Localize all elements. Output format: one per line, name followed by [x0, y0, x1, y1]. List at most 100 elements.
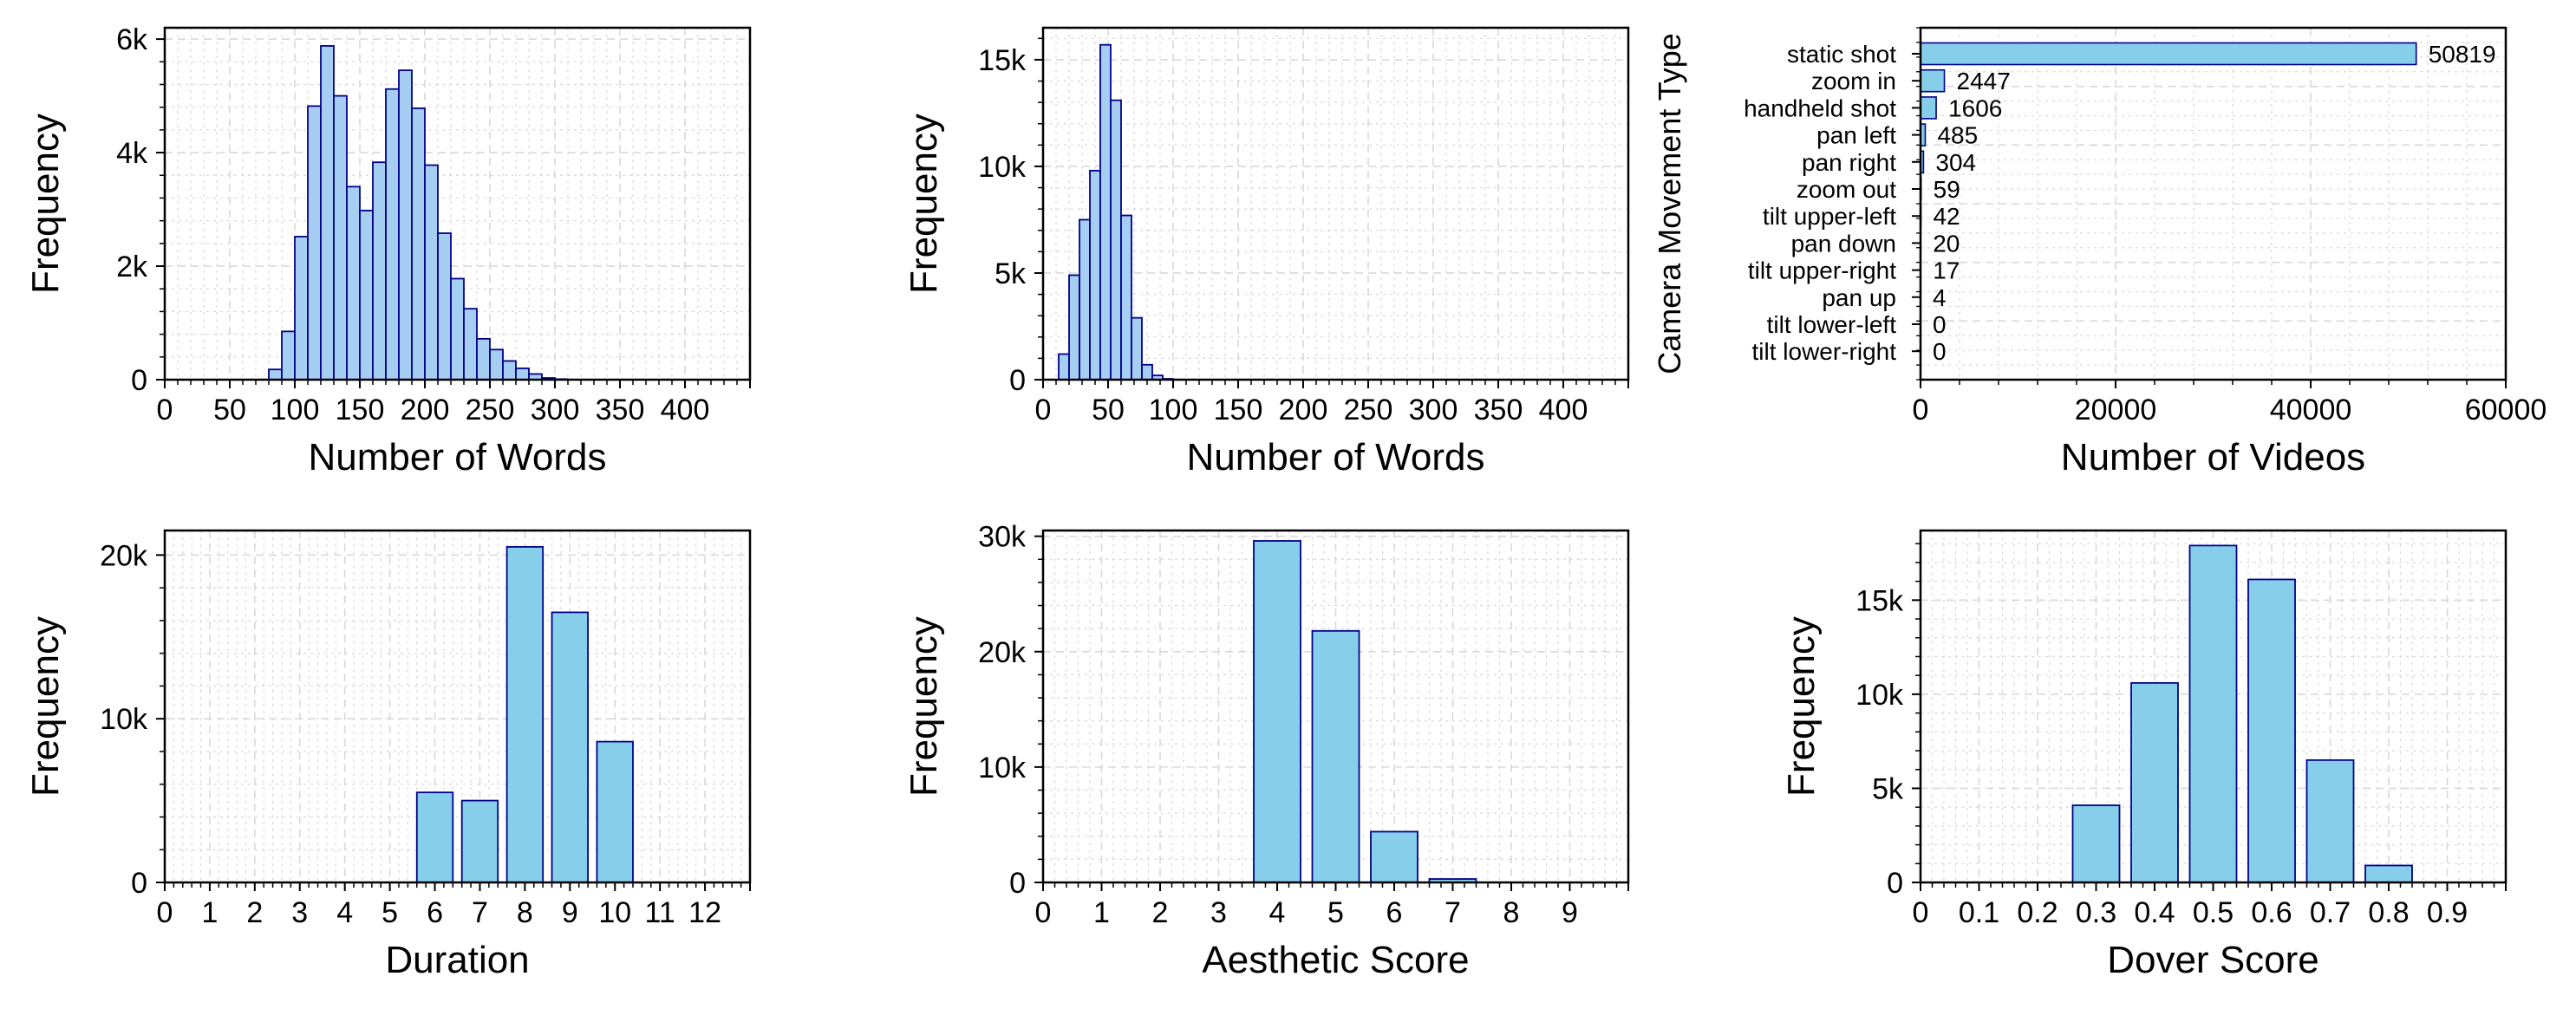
y-tick-label: pan left — [1816, 122, 1896, 149]
bar-value-label: 4 — [1933, 284, 1947, 311]
bar-value-label: 42 — [1933, 203, 1960, 230]
y-tick-label: 15k — [1855, 584, 1904, 617]
x-tick-label: 9 — [1562, 896, 1578, 929]
histogram-bar — [490, 349, 503, 380]
histogram-bar — [282, 331, 295, 380]
y-tick-label: 10k — [978, 752, 1027, 784]
y-tick-label: 10k — [1855, 679, 1904, 712]
x-tick-label: 0.3 — [2076, 896, 2116, 929]
x-tick-label: 7 — [472, 896, 488, 929]
x-tick-label: 300 — [531, 394, 580, 426]
y-axis-label: Frequency — [24, 114, 67, 294]
histogram-bar — [1100, 45, 1111, 380]
bar — [2307, 760, 2354, 882]
bar — [2248, 579, 2295, 882]
x-tick-label: 2 — [246, 896, 263, 929]
y-tick-label: handheld shot — [1744, 94, 1896, 121]
y-tick-label: 15k — [978, 44, 1027, 77]
histogram-bar — [269, 369, 282, 380]
bar-value-label: 485 — [1937, 122, 1978, 149]
x-tick-label: 7 — [1445, 896, 1461, 929]
x-tick-label: 3 — [1210, 896, 1227, 929]
histogram-bar — [386, 89, 399, 380]
x-tick-label: 8 — [1503, 896, 1520, 929]
x-tick-label: 11 — [645, 896, 675, 929]
x-tick-label: 10 — [598, 896, 631, 929]
histogram-bar — [321, 46, 334, 380]
histogram-bar — [1142, 365, 1152, 380]
x-axis-label: Number of Videos — [2061, 436, 2365, 478]
bar-value-label: 17 — [1933, 257, 1960, 284]
histogram-bar — [1059, 354, 1069, 380]
bar-value-label: 0 — [1933, 338, 1947, 365]
x-tick-label: 2 — [1152, 896, 1169, 929]
bar-value-label: 1606 — [1948, 94, 2002, 121]
x-tick-label: 0.8 — [2368, 896, 2409, 929]
x-tick-label: 8 — [517, 896, 533, 929]
x-tick-label: 60000 — [2465, 394, 2547, 426]
x-tick-label: 6 — [1386, 896, 1403, 929]
x-tick-label: 5 — [382, 896, 398, 929]
y-tick-label: 6k — [116, 23, 148, 56]
x-tick-label: 0.4 — [2134, 896, 2175, 929]
x-tick-label: 6 — [427, 896, 443, 929]
x-tick-label: 350 — [1474, 394, 1523, 426]
y-tick-label: pan right — [1802, 149, 1896, 176]
x-tick-label: 0.9 — [2427, 896, 2468, 929]
x-tick-label: 4 — [1269, 896, 1286, 929]
x-tick-label: 3 — [291, 896, 308, 929]
bar — [1371, 831, 1418, 882]
histogram-bar — [295, 237, 308, 380]
histogram-bar — [334, 96, 347, 380]
y-tick-label: 20k — [978, 636, 1027, 669]
y-tick-label: static shot — [1787, 41, 1896, 68]
y-axis-label: Frequency — [903, 616, 945, 797]
y-tick-label: 10k — [100, 703, 148, 736]
x-tick-label: 50 — [1092, 394, 1125, 426]
bar — [1921, 43, 2416, 65]
histogram-bar — [1090, 171, 1100, 380]
x-tick-label: 250 — [466, 394, 515, 426]
x-tick-label: 250 — [1344, 394, 1393, 426]
x-tick-label: 0.6 — [2251, 896, 2292, 929]
y-tick-label: 5k — [1872, 772, 1904, 805]
y-tick-label: 30k — [978, 521, 1027, 554]
y-tick-label: 0 — [131, 867, 147, 900]
x-tick-label: 300 — [1409, 394, 1458, 426]
bar — [597, 742, 633, 882]
y-tick-label: 0 — [1009, 867, 1026, 900]
bar — [417, 792, 453, 882]
bar-value-label: 304 — [1935, 149, 1976, 176]
bar-value-label: 2447 — [1957, 68, 2011, 94]
histogram-bar — [1121, 216, 1131, 380]
histogram-bar — [503, 361, 516, 380]
x-axis-label: Aesthetic Score — [1202, 939, 1469, 981]
y-tick-label: 0 — [1887, 867, 1903, 900]
x-tick-label: 0 — [1913, 394, 1929, 426]
histogram-bar — [347, 186, 360, 380]
x-tick-label: 100 — [271, 394, 320, 426]
histogram-bar — [399, 70, 412, 380]
y-tick-label: tilt lower-right — [1752, 338, 1897, 365]
x-tick-label: 1 — [1093, 896, 1110, 929]
x-tick-label: 0.5 — [2193, 896, 2234, 929]
y-tick-label: 20k — [100, 539, 148, 572]
y-axis-label: Frequency — [903, 114, 945, 294]
x-tick-label: 0 — [157, 394, 173, 426]
y-tick-label: 0 — [1009, 364, 1026, 397]
x-tick-label: 200 — [401, 394, 450, 426]
y-axis-label: Frequency — [1780, 616, 1823, 797]
y-tick-label: pan up — [1822, 284, 1896, 311]
y-tick-label: 10k — [978, 151, 1027, 184]
histogram-bar — [438, 233, 451, 380]
x-tick-label: 20000 — [2075, 394, 2157, 426]
x-tick-label: 0.1 — [1959, 896, 1999, 929]
bar — [2073, 805, 2120, 882]
bar — [552, 612, 589, 882]
bar-value-label: 20 — [1933, 230, 1960, 257]
x-tick-label: 0 — [1035, 896, 1052, 929]
x-tick-label: 0.7 — [2310, 896, 2351, 929]
bar — [507, 547, 544, 882]
